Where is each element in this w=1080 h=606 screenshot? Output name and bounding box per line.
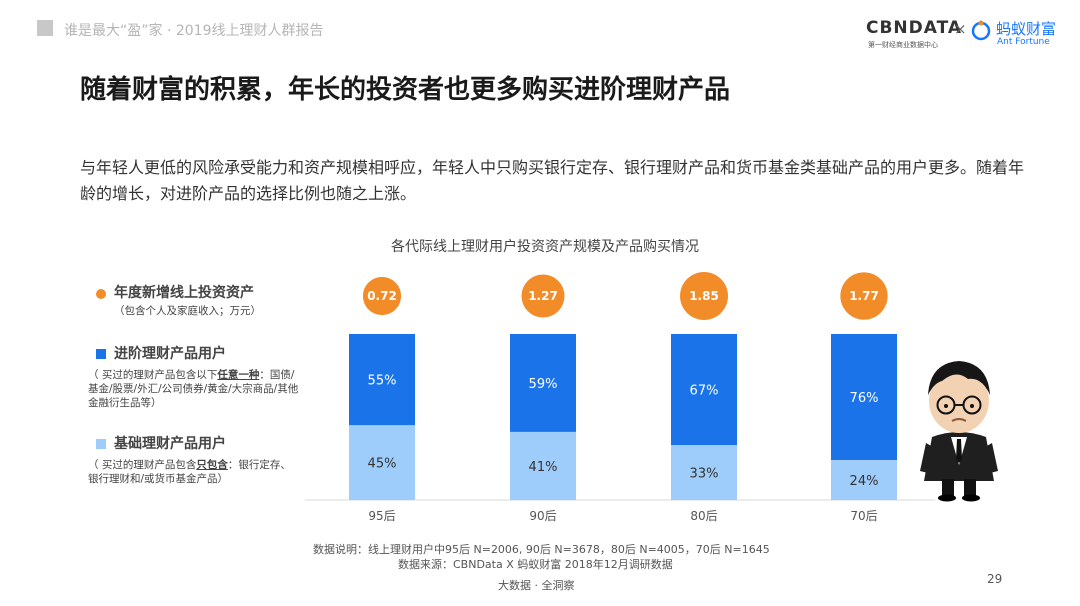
cartoon-man-illustration [920,361,998,502]
legend-advanced-label: 进阶理财产品用户 [114,346,226,362]
x-tick-label: 90后 [529,509,556,523]
x-tick-label: 95后 [368,509,395,523]
legend-assets-note: （包含个人及家庭收入；万元） [114,305,261,317]
bar-basic-label: 24% [850,474,879,489]
slide-intro: 与年轻人更低的风险承受能力和资产规模相呼应，年轻人中只购买银行定存、银行理财产品… [80,158,1025,203]
bar-basic-label: 41% [529,460,558,475]
bar-advanced-label: 67% [690,384,719,399]
report-title: 谁是最大“盈”家 · 2019线上理财人群报告 [64,23,324,39]
slide-title: 随着财富的积累，年长的投资者也更多购买进阶理财产品 [80,75,731,105]
asset-bubble-label: 1.85 [689,289,719,303]
asset-bubble-label: 1.77 [849,289,879,303]
data-note: 数据说明：线上理财用户中95后 N=2006, 90后 N=3678，80后 N… [313,543,770,556]
bar-advanced-label: 59% [529,377,558,392]
ant-fortune-logo-english: Ant Fortune [997,37,1050,47]
legend-basic-note: （ 买过的理财产品包含只包含：银行定存、银行理财和/或货币基金产品） [88,459,291,485]
asset-bubble [680,272,728,320]
cbndata-logo-subtitle: 第一财经商业数据中心 [868,41,938,49]
x-tick-label: 80后 [690,509,717,523]
basic-legend-square-icon [96,439,106,449]
legend-assets-label: 年度新增线上投资资产 [114,285,254,301]
bar-basic [510,431,576,500]
bar-basic [831,460,897,500]
legend-advanced-note: （ 买过的理财产品包含以下任意一种：国债/基金/股票/外汇/公司债券/黄金/大宗… [88,369,299,409]
advanced-legend-square-icon [96,349,106,359]
bar-basic [349,425,415,500]
bar-advanced-label: 55% [368,374,397,389]
bar-advanced [510,334,576,432]
chart-title: 各代际线上理财用户投资资产规模及产品购买情况 [391,239,699,255]
asset-bubble [521,274,565,318]
asset-bubble [362,276,402,316]
assets-legend-dot-icon [96,289,106,299]
bar-basic-label: 33% [690,467,719,482]
cbndata-logo: CBNDATA [866,18,963,38]
asset-bubble-label: 1.27 [528,289,558,303]
bar-advanced [831,334,897,461]
bar-advanced-label: 76% [850,391,879,406]
legend-basic-label: 基础理财产品用户 [114,436,226,452]
asset-bubble [840,272,888,320]
bar-basic [671,445,737,500]
ant-fortune-logo-icon [971,20,991,41]
footer-slogan: 大数据 · 全洞察 [498,579,575,592]
page-number: 29 [987,572,1003,586]
bar-advanced [671,334,737,446]
bar-basic-label: 45% [368,457,397,472]
asset-bubble-label: 0.72 [367,289,397,303]
x-tick-label: 70后 [850,509,877,523]
header-square-icon [37,20,53,36]
logo-separator: × [954,20,967,38]
ant-fortune-logo: 蚂蚁财富 [996,20,1057,38]
bar-advanced [349,334,415,426]
data-source: 数据来源：CBNData X 蚂蚁财富 2018年12月调研数据 [398,558,673,571]
